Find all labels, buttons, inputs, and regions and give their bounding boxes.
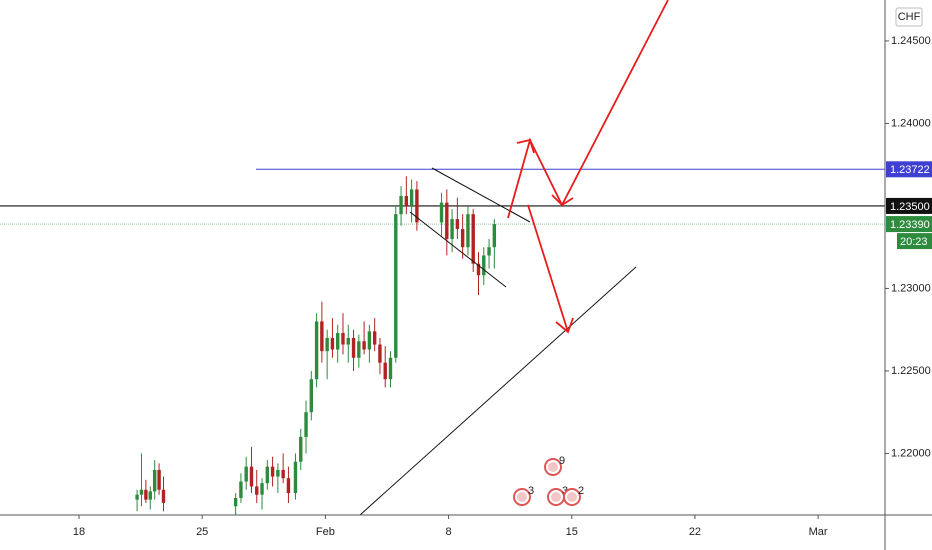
countdown: 20:23 — [900, 236, 928, 248]
candle-body — [372, 331, 377, 345]
candle-body — [309, 379, 314, 413]
candle-body — [249, 466, 254, 487]
x-tick-label: 22 — [689, 526, 701, 538]
event-count: 9 — [559, 455, 565, 467]
candle-body — [357, 341, 361, 358]
arrow-head — [551, 194, 574, 207]
price-tag-label: 1.23500 — [890, 201, 930, 213]
x-tick-label: Feb — [316, 526, 335, 538]
candle-body — [346, 337, 350, 345]
candle-body — [299, 436, 303, 462]
y-tick-label: 1.22500 — [891, 365, 931, 377]
currency-box — [895, 7, 923, 27]
y-tick-label: 1.22000 — [891, 447, 931, 459]
arrow-head — [516, 138, 535, 154]
candle-body — [450, 219, 454, 239]
forecast-arrow — [527, 204, 569, 333]
x-tick-label: 18 — [73, 526, 85, 538]
price-tag-label: 1.23390 — [890, 219, 930, 231]
event-flag — [548, 462, 558, 472]
trend-line — [359, 266, 637, 516]
candle-body — [320, 321, 324, 352]
plot-area: 93 3 2 — [0, 168, 885, 517]
time-axis — [0, 515, 932, 550]
candle-body — [330, 337, 335, 350]
y-tick-label: 1.24500 — [891, 35, 931, 47]
price-tag — [886, 161, 932, 178]
candle-body — [265, 466, 270, 484]
candle-body — [255, 486, 259, 495]
y-tick-label: 1.23000 — [891, 282, 931, 294]
candle-body — [152, 469, 157, 492]
candle-body — [394, 214, 398, 358]
currency: CHF — [898, 11, 921, 23]
candle-body — [409, 189, 414, 206]
candle-body — [304, 412, 308, 437]
candle-body — [270, 466, 275, 477]
candle-body — [286, 478, 291, 494]
candle-body — [383, 362, 387, 380]
candle-body — [233, 498, 238, 507]
candle-body — [445, 202, 449, 239]
candle-body — [482, 255, 486, 276]
x-tick-label: 25 — [196, 526, 208, 538]
candle-body — [157, 469, 161, 490]
candle-body — [139, 489, 144, 495]
candle-body — [293, 461, 298, 494]
candle-body — [455, 219, 460, 230]
event-flag — [551, 492, 561, 502]
candle-body — [466, 214, 470, 248]
price-axis — [885, 0, 932, 550]
candle-body — [471, 214, 475, 264]
candle-body — [260, 483, 264, 495]
price-tag — [886, 216, 932, 233]
candle-body — [378, 344, 382, 363]
candle-body — [148, 491, 152, 500]
candle-body — [325, 337, 329, 352]
drawings — [359, 0, 669, 516]
candle-body — [404, 196, 409, 206]
x-tick-label: 8 — [446, 526, 452, 538]
candle-body — [161, 489, 166, 503]
candle-body — [415, 189, 419, 223]
candle-body — [399, 196, 403, 215]
price-tag — [886, 197, 932, 214]
candle-body — [239, 481, 243, 499]
arrow-head — [555, 317, 574, 334]
countdown-tag — [897, 233, 932, 250]
candle-body — [244, 466, 248, 482]
candle-body — [460, 229, 465, 248]
event-count: 2 — [578, 485, 584, 497]
channel-line — [409, 211, 507, 288]
candle-body — [487, 247, 491, 256]
candle-body — [314, 321, 319, 380]
event-count: 3 — [562, 485, 568, 497]
candle-body — [351, 337, 356, 358]
x-tick-label: 15 — [566, 526, 578, 538]
candle-body — [476, 263, 481, 276]
candle-body — [492, 224, 497, 248]
candle-body — [367, 331, 372, 350]
event-flag — [567, 492, 577, 502]
y-tick-label: 1.24000 — [891, 117, 931, 129]
candle-body — [135, 494, 139, 500]
candle-body — [276, 469, 280, 477]
forecast-arrow — [507, 0, 669, 219]
price-tag-label: 1.23722 — [890, 164, 930, 176]
candle-body — [144, 489, 148, 500]
channel-line — [431, 167, 531, 223]
candle-body — [439, 202, 444, 223]
candle-body — [388, 357, 393, 380]
candle-body — [281, 469, 285, 479]
candle-body — [336, 332, 340, 350]
x-tick-label: Mar — [809, 526, 828, 538]
candle-body — [362, 341, 366, 350]
event-flag — [517, 492, 527, 502]
candle-body — [341, 332, 345, 345]
event-count: 3 — [528, 485, 534, 497]
